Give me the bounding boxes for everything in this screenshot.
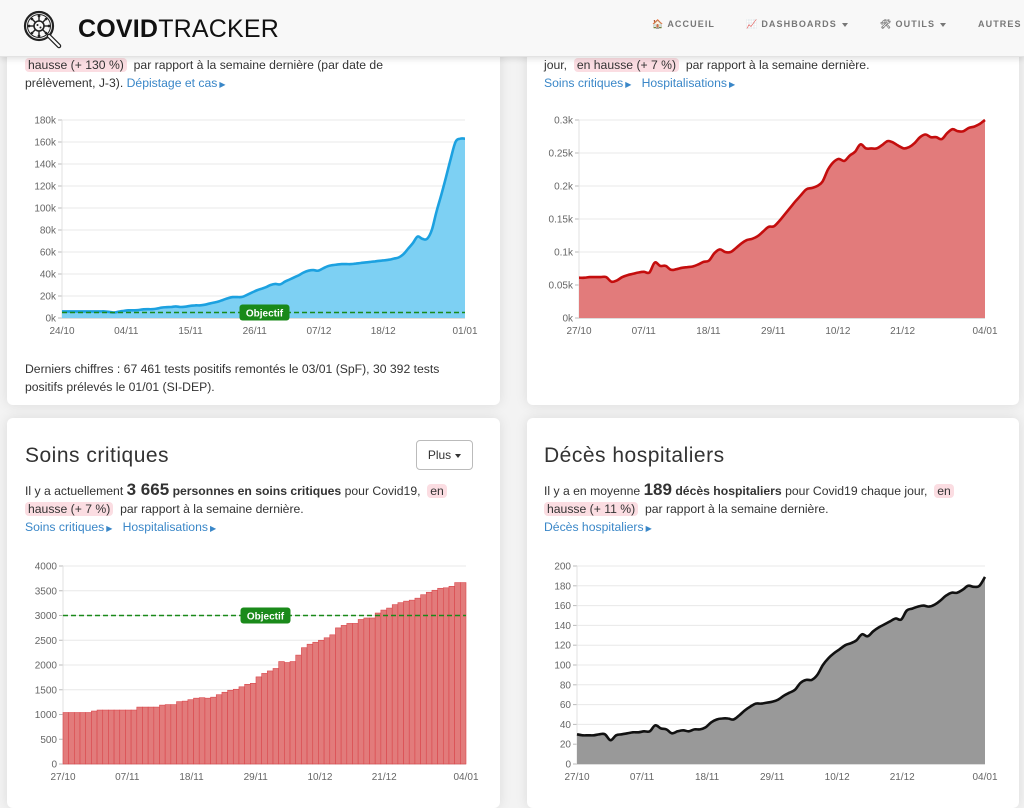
nav-autres[interactable]: AUTRES [978, 19, 1022, 29]
brand-bold: COVID [78, 15, 159, 43]
trend-badge: en hausse (+ 7 %) [573, 58, 680, 72]
link-label: Décès hospitaliers [544, 520, 644, 534]
arrow-right-icon: ▶ [645, 524, 652, 533]
button-label: Plus [427, 448, 452, 462]
hosp-summary: jour, en hausse (+ 7 %) par rapport à la… [544, 56, 1014, 94]
summary-text: par rapport à la semaine dernière (par d… [133, 58, 383, 72]
arrow-right-icon: ▶ [728, 80, 736, 89]
link-label: Soins critiques [544, 76, 624, 90]
link-label: Soins critiques [25, 520, 105, 534]
brand-logo[interactable]: COVIDTRACKER [78, 15, 279, 44]
summary-text: par rapport à la semaine dernière. [120, 502, 304, 516]
chart-icon: 📈 [746, 19, 759, 29]
link-label: Dépistage et cas [126, 76, 218, 90]
nav-label: DASHBOARDS [761, 19, 837, 29]
card-cases: hausse (+ 130 %) par rapport à la semain… [7, 0, 500, 405]
link-depistage[interactable]: Dépistage et cas ▶ [127, 76, 226, 90]
cases-footer: Derniers chiffres : 67 461 tests positif… [25, 360, 495, 396]
trend-badge: en [934, 484, 954, 498]
plus-dropdown-button[interactable]: Plus [416, 440, 473, 470]
trend-badge: hausse (+ 11 %) [544, 502, 639, 516]
arrow-right-icon: ▶ [209, 524, 217, 533]
brand-light: TRACKER [158, 15, 280, 43]
link-label: Hospitalisations [641, 76, 727, 90]
icu-value: 3 665 [126, 480, 170, 499]
footer-text: Derniers chiffres : 67 461 tests positif… [25, 362, 440, 376]
summary-text: Il y a actuellement [25, 484, 124, 498]
link-soins-critiques[interactable]: Soins critiques ▶ [25, 520, 112, 534]
summary-text: jour, [544, 58, 568, 72]
caret-down-icon [940, 22, 947, 27]
caret-down-icon [455, 453, 462, 458]
card-deces: Décès hospitaliers Il y a en moyenne 189… [527, 418, 1019, 808]
trend-badge: hausse (+ 130 %) [25, 58, 127, 72]
icu-summary: Il y a actuellement 3 665 personnes en s… [25, 481, 495, 538]
nav-label: AUTRES [978, 19, 1022, 29]
link-label: Hospitalisations [122, 520, 208, 534]
nav-label: OUTILS [895, 19, 936, 29]
nav-label: ACCUEIL [667, 19, 716, 29]
summary-text: pour Covid19, [344, 484, 421, 498]
deaths-summary: Il y a en moyenne 189 décès hospitaliers… [544, 481, 1014, 538]
tools-icon: 🛠 [880, 19, 893, 29]
summary-bold: personnes en soins critiques [172, 484, 342, 498]
summary-text: par rapport à la semaine dernière. [685, 58, 870, 72]
nav-dashboards[interactable]: 📈 DASHBOARDS [746, 19, 848, 30]
summary-text: Il y a en moyenne [544, 484, 641, 498]
caret-down-icon [841, 22, 848, 27]
nav-accueil[interactable]: 🏠 ACCUEIL [652, 19, 715, 30]
cases-summary: hausse (+ 130 %) par rapport à la semain… [25, 56, 495, 94]
virus-magnifier-icon[interactable] [22, 9, 64, 51]
link-hospitalisations[interactable]: Hospitalisations ▶ [123, 520, 217, 534]
trend-badge: hausse (+ 7 %) [25, 502, 114, 516]
home-icon: 🏠 [652, 19, 665, 29]
card-title: Décès hospitaliers [544, 444, 725, 467]
navbar: COVIDTRACKER 🏠 ACCUEIL 📈 DASHBOARDS 🛠 OUTIL… [0, 0, 1024, 57]
arrow-right-icon: ▶ [219, 80, 226, 89]
link-soins-critiques[interactable]: Soins critiques ▶ [544, 76, 631, 90]
card-hospitalisations: jour, en hausse (+ 7 %) par rapport à la… [527, 0, 1019, 405]
arrow-right-icon: ▶ [625, 80, 632, 89]
card-title: Soins critiques [25, 444, 170, 467]
footer-text: positifs prélevés le 01/01 (SI-DEP). [25, 380, 215, 394]
nav-outils[interactable]: 🛠 OUTILS [880, 19, 947, 30]
card-soins-critiques: Soins critiques Plus Il y a actuellement… [7, 418, 500, 808]
summary-text: pour Covid19 chaque jour, [785, 484, 928, 498]
arrow-right-icon: ▶ [106, 524, 113, 533]
summary-text: par rapport à la semaine dernière. [644, 502, 829, 516]
trend-badge: en [427, 484, 447, 498]
link-deces-hospitaliers[interactable]: Décès hospitaliers ▶ [544, 520, 652, 534]
summary-bold: décès hospitaliers [675, 484, 782, 498]
summary-text: prélèvement, J-3). [25, 76, 124, 90]
deaths-value: 189 [643, 480, 672, 499]
link-hospitalisations[interactable]: Hospitalisations ▶ [642, 76, 736, 90]
